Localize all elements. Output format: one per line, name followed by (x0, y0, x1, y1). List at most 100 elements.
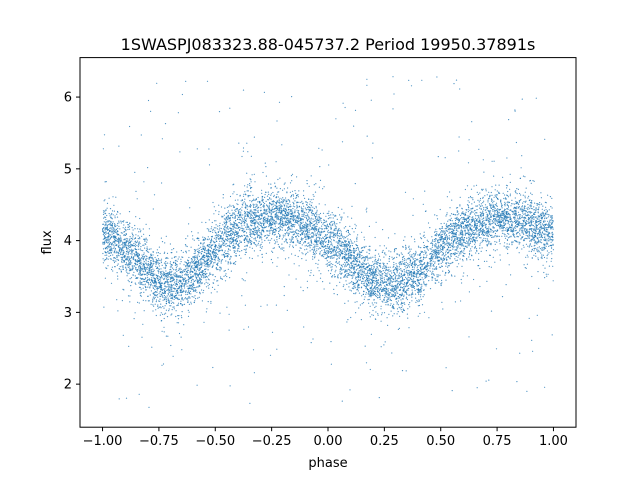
data-point (315, 222, 317, 225)
data-point (342, 102, 344, 104)
data-point (552, 265, 554, 267)
data-point (391, 281, 394, 283)
data-point (353, 231, 355, 233)
data-point (197, 232, 199, 234)
data-point (277, 232, 280, 235)
data-point (252, 349, 255, 351)
data-point (129, 257, 131, 259)
data-point (239, 250, 241, 253)
data-point (542, 233, 545, 235)
data-point (358, 271, 360, 273)
data-point (394, 233, 396, 235)
data-point (150, 248, 152, 250)
data-point (141, 235, 143, 237)
data-point (479, 218, 481, 220)
data-point (131, 227, 133, 229)
data-point (152, 254, 154, 256)
data-point (458, 150, 460, 152)
data-point (281, 243, 283, 245)
data-point (521, 155, 523, 157)
data-point (311, 202, 313, 204)
data-point (519, 177, 522, 179)
data-point (407, 274, 409, 276)
data-point (113, 232, 115, 234)
data-point (169, 243, 171, 245)
data-point (111, 250, 113, 252)
data-point (435, 240, 437, 242)
data-point (253, 198, 255, 200)
data-point (425, 265, 427, 267)
data-point (504, 234, 506, 236)
data-point (370, 266, 373, 268)
data-point (162, 296, 164, 298)
data-point (436, 76, 438, 78)
data-point (400, 309, 402, 311)
data-point (316, 280, 318, 282)
data-point (498, 208, 500, 210)
data-point (187, 293, 189, 295)
data-point (160, 258, 163, 260)
data-point (287, 211, 289, 213)
data-point (496, 222, 499, 224)
data-point (117, 278, 119, 280)
data-point (183, 264, 185, 266)
data-point (541, 254, 543, 256)
data-point (197, 254, 199, 256)
data-point (399, 315, 401, 317)
data-point (301, 213, 303, 216)
data-point (482, 197, 484, 199)
data-point (114, 257, 116, 259)
data-point (454, 223, 456, 225)
data-point (340, 216, 342, 218)
data-point (476, 209, 478, 211)
data-point (460, 300, 462, 302)
data-point (478, 258, 480, 260)
data-point (544, 213, 547, 215)
data-point (364, 272, 366, 274)
data-point (160, 268, 162, 270)
data-point (520, 167, 522, 169)
data-point (306, 180, 308, 182)
data-point (297, 230, 299, 232)
data-point (139, 241, 141, 243)
data-point (238, 245, 240, 247)
data-point (206, 276, 208, 278)
data-point (163, 297, 165, 299)
data-point (383, 265, 385, 267)
data-point (525, 243, 528, 245)
data-point (394, 293, 397, 295)
data-point (264, 196, 266, 198)
data-point (528, 233, 530, 235)
data-point (414, 263, 416, 265)
data-point (486, 194, 488, 196)
data-point (170, 300, 172, 302)
data-point (444, 243, 446, 245)
data-point (544, 214, 546, 217)
data-point (128, 260, 130, 262)
data-point (262, 171, 264, 174)
data-point (550, 247, 553, 249)
data-point (254, 211, 256, 213)
data-point (262, 201, 264, 204)
data-point (426, 254, 428, 256)
data-point (418, 283, 420, 285)
data-point (540, 220, 542, 222)
data-point (277, 215, 279, 217)
data-point (106, 240, 108, 242)
data-point (327, 232, 329, 234)
data-point (450, 228, 452, 230)
data-point (409, 261, 411, 264)
data-point (415, 252, 417, 254)
data-point (154, 282, 156, 284)
data-point (129, 267, 131, 269)
data-point (492, 218, 495, 221)
data-point (545, 245, 547, 247)
data-point (332, 236, 334, 238)
data-point (109, 242, 112, 244)
data-point (369, 305, 371, 307)
data-point (198, 296, 200, 298)
data-point (410, 278, 412, 280)
data-point (298, 250, 301, 252)
data-point (111, 233, 113, 235)
data-point (506, 157, 508, 159)
